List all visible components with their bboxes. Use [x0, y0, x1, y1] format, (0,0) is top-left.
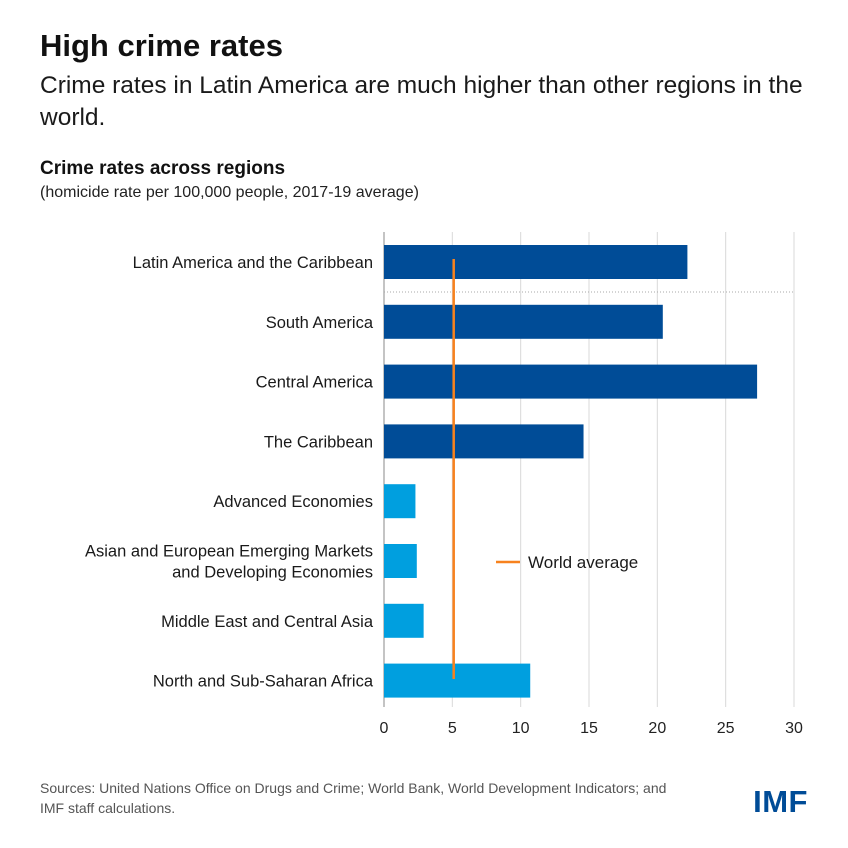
- category-label: Latin America and the Caribbean: [133, 254, 373, 272]
- legend-label: World average: [528, 553, 638, 572]
- x-tick-label: 10: [512, 720, 530, 737]
- imf-logo: IMF: [753, 784, 808, 819]
- bar-chart: Latin America and the Caribbean South Ame…: [85, 232, 803, 737]
- category-labels: Latin America and the Caribbean South Ame…: [85, 254, 374, 691]
- bar: [384, 245, 688, 279]
- x-tick-label: 20: [648, 720, 666, 737]
- x-tick-label: 0: [380, 720, 389, 737]
- chart-title: Crime rates across regions: [40, 158, 286, 179]
- category-label: South America: [266, 314, 374, 332]
- x-tick-label: 5: [448, 720, 457, 737]
- category-label: The Caribbean: [264, 433, 373, 451]
- x-tick-label: 30: [785, 720, 803, 737]
- category-label: Advanced Economies: [213, 493, 373, 511]
- bars: [384, 245, 758, 698]
- category-label: Central America: [256, 374, 374, 392]
- legend: World average: [496, 553, 638, 572]
- grid-lines: [383, 232, 795, 707]
- bar: [384, 484, 416, 519]
- category-label: Middle East and Central Asia: [161, 613, 374, 631]
- x-tick-label: 25: [717, 720, 735, 737]
- bar: [384, 304, 663, 339]
- x-tick-label: 15: [580, 720, 598, 737]
- bar: [384, 663, 531, 698]
- category-label: and Developing Economies: [172, 564, 373, 582]
- bar: [384, 424, 584, 459]
- bar: [384, 364, 758, 399]
- category-label: North and Sub-Saharan Africa: [153, 673, 374, 691]
- category-label: Asian and European Emerging Markets: [85, 543, 373, 561]
- source-note: Sources: United Nations Office on Drugs …: [40, 780, 667, 816]
- chart-subtitle: (homicide rate per 100,000 people, 2017-…: [40, 184, 419, 201]
- x-axis-ticks: 0 5 10 15 20 25 30: [380, 720, 803, 737]
- page-title: High crime rates: [40, 28, 283, 63]
- page-subtitle: Crime rates in Latin America are much hi…: [40, 72, 803, 131]
- bar: [384, 544, 417, 578]
- bar: [384, 603, 424, 638]
